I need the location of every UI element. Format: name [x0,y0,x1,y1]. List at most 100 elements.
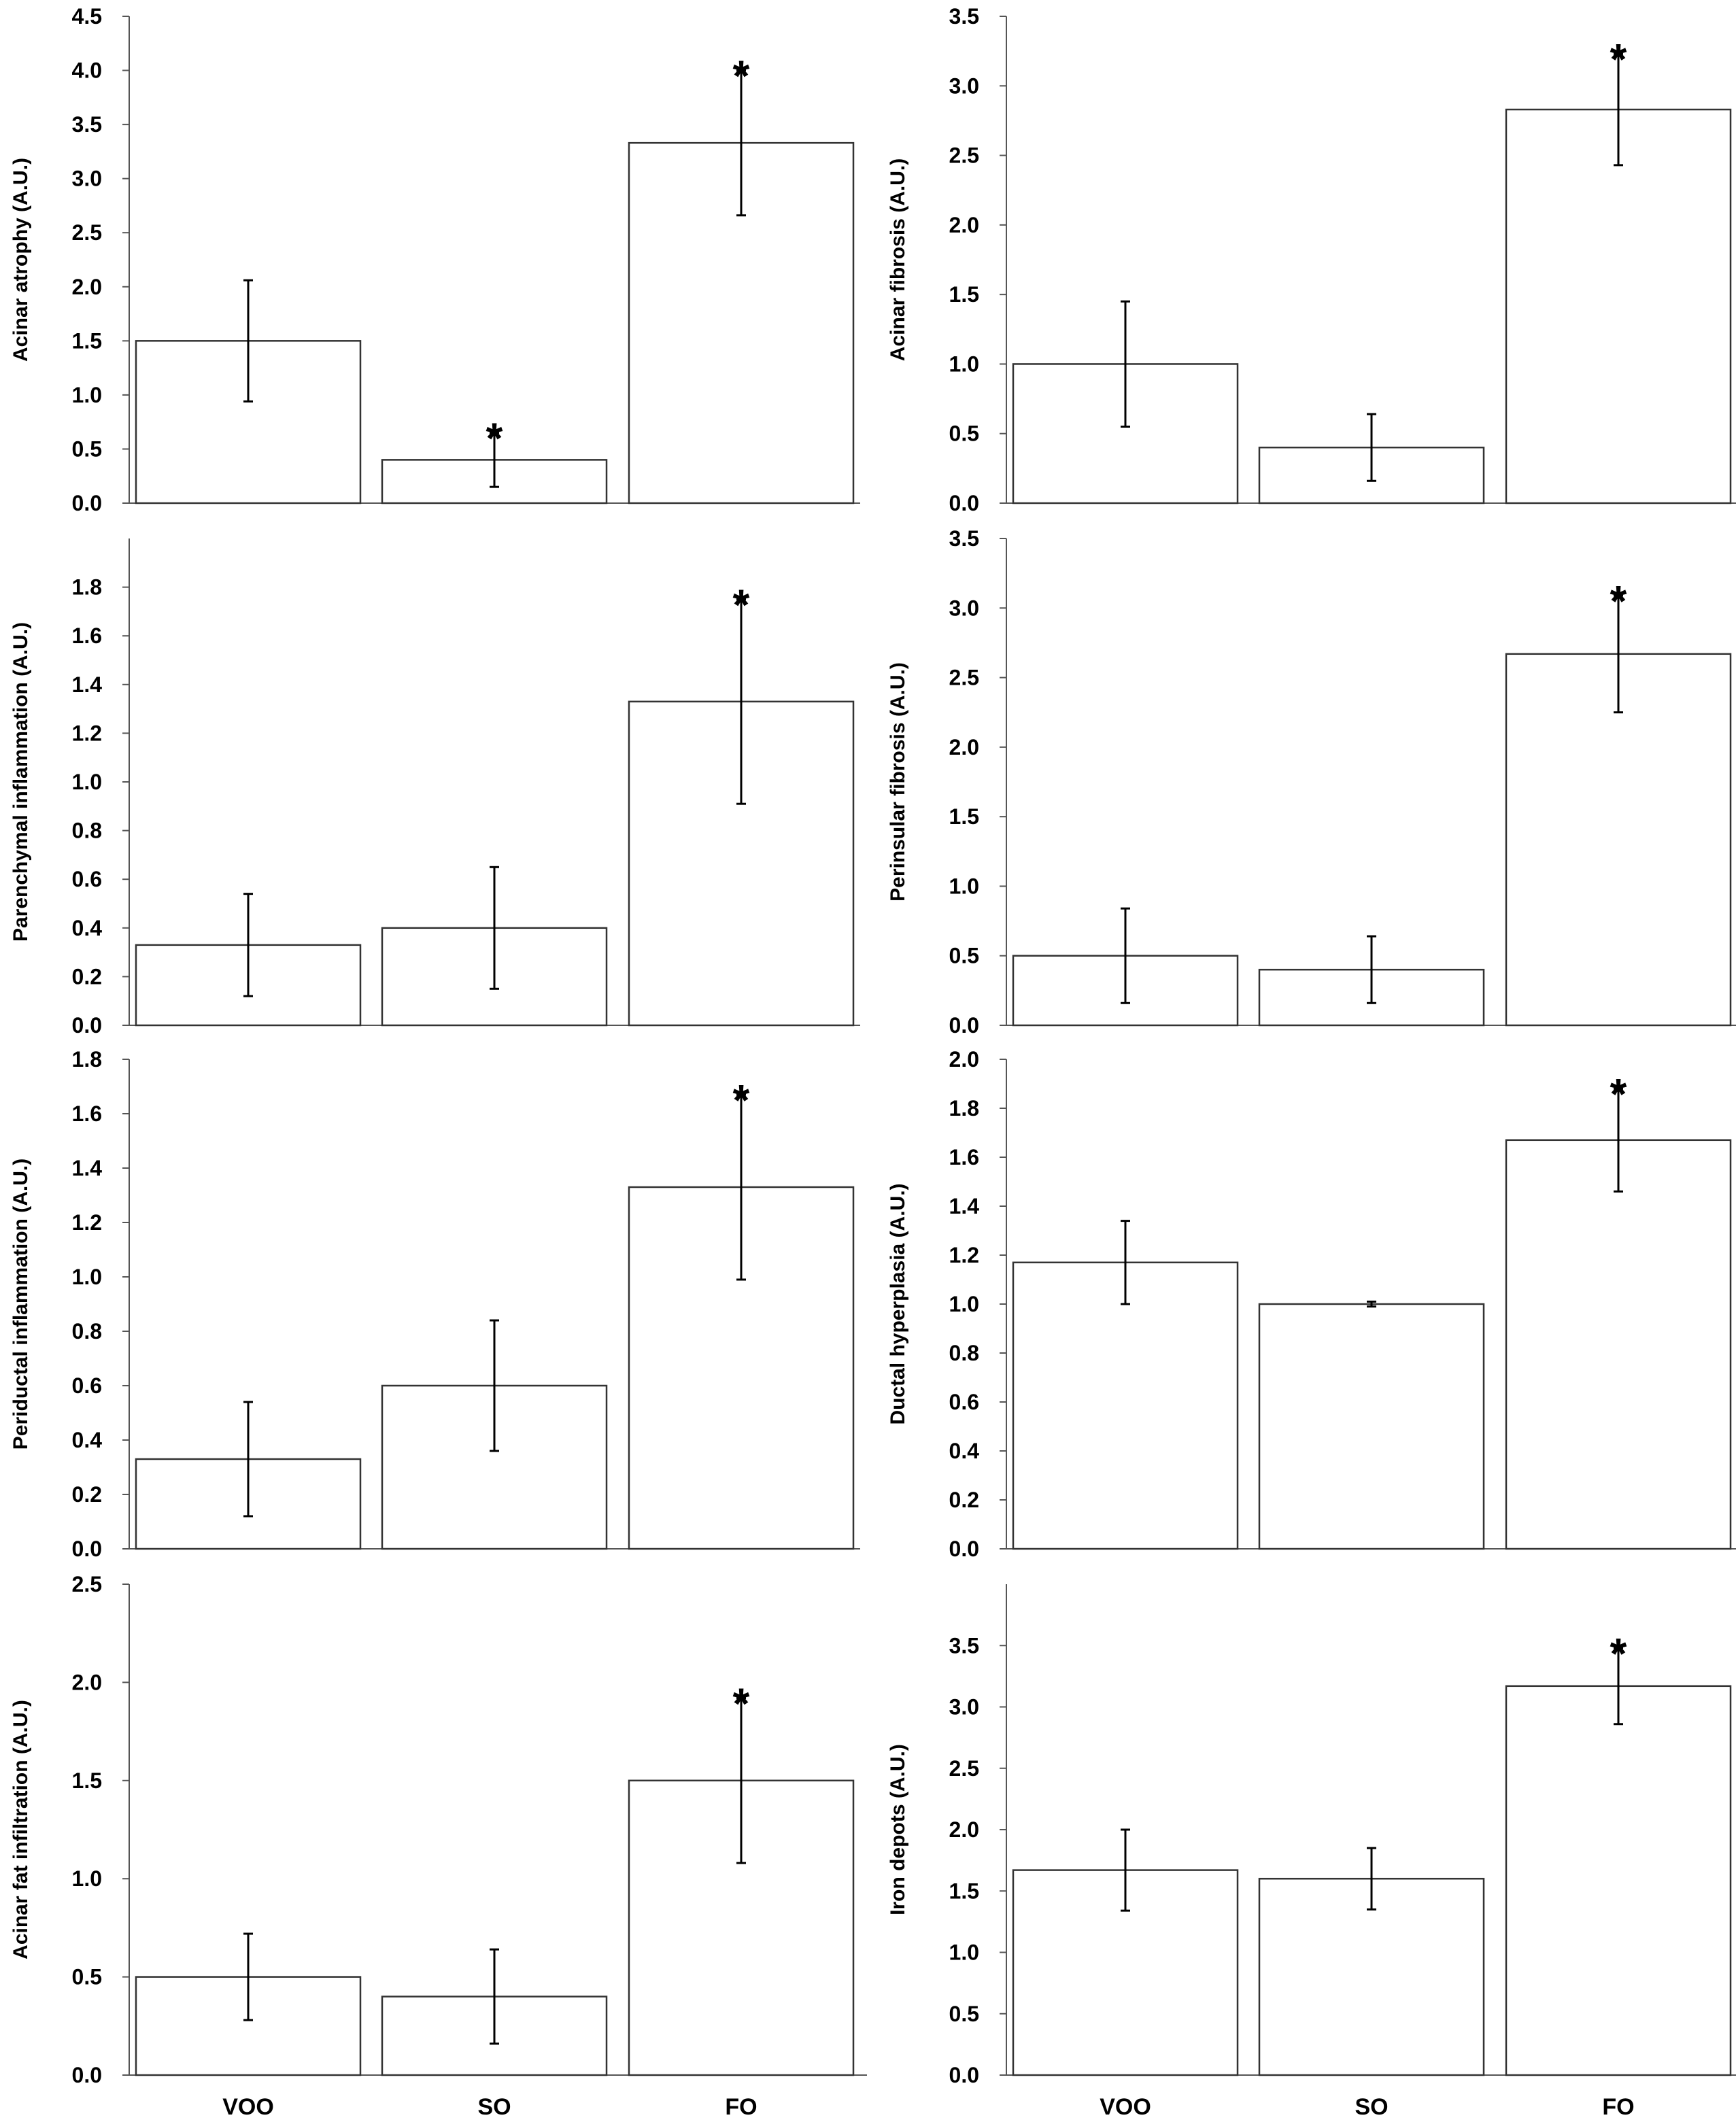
y-tick-label: 1.0 [949,874,979,898]
significance-star: * [486,414,503,463]
y-tick-label: 0.0 [949,2063,979,2087]
y-tick-label: 2.5 [949,143,979,168]
y-tick-label: 3.0 [72,167,102,191]
y-tick-label: 0.8 [72,819,102,843]
x-tick-label: FO [725,2094,757,2120]
y-tick-label: 1.5 [72,1768,102,1793]
chart-panel-1: 0.0 0.5 1.0 1.5 2.0 2.5 3.0 3.5 4.0 4.5 Acinar atr… [10,4,860,515]
bar-fo [1505,653,1732,1027]
y-tick-label: 1.8 [72,1047,102,1072]
y-axis-label: Perinsular fibrosis (A.U.) [887,662,909,902]
y-tick-label: 0.0 [949,1013,979,1038]
significance-star: * [733,52,750,101]
y-tick-label: 1.0 [72,770,102,794]
y-tick-label: 0.6 [72,867,102,891]
y-tick-label: 1.4 [72,1156,103,1180]
error-bar-voo [243,1401,253,1518]
y-tick-label: 0.2 [72,964,102,989]
y-tick-label: 3.5 [949,1633,979,1658]
y-tick-label: 1.0 [949,1940,979,1965]
y-tick-label: 1.5 [72,328,102,353]
y-tick-label: 1.0 [72,1265,102,1289]
x-tick-label: SO [477,2094,511,2120]
y-tick-label: 0.5 [949,422,979,446]
bar-fo [1505,1685,1732,2076]
error-bar-so [1367,935,1376,1004]
y-tick-label: 1.0 [949,1292,979,1316]
error-bar-fo [736,598,746,805]
error-bar-so [1367,1847,1376,1911]
y-tick-label: 3.5 [949,4,979,29]
y-axis-label: Acinar fibrosis (A.U.) [887,158,909,361]
y-tick-label: 1.6 [949,1145,979,1169]
y-axis-label: Periductal inflammation (A.U.) [10,1159,32,1450]
y-tick-label: 1.0 [72,1866,102,1891]
y-tick-label: 2.5 [72,1572,102,1596]
y-tick-label: 0.8 [949,1341,979,1365]
x-tick-label: VOO [1100,2094,1151,2120]
chart-panel-4: 0.0 0.5 1.0 1.5 2.0 2.5 3.0 3.5 Perinsular fibro… [887,526,1736,1038]
y-tick-label: 0.5 [72,1965,102,1989]
y-tick-label: 0.5 [949,944,979,968]
y-tick-label: 1.8 [72,575,102,600]
x-tick-label: SO [1355,2094,1388,2120]
chart-panel-7: 0.0 0.5 1.0 1.5 2.0 2.5 Acinar fat infiltratio… [10,1572,867,2120]
y-tick-label: 1.2 [72,721,102,745]
y-tick-label: 1.8 [949,1096,979,1120]
y-axis-label: Ductal hyperplasia (A.U.) [887,1183,909,1424]
error-bar-fo [736,69,746,217]
y-tick-label: 4.5 [72,4,102,29]
y-tick-label: 0.5 [949,2002,979,2026]
y-tick-label: 0.4 [72,1428,103,1452]
y-tick-label: 3.0 [949,73,979,98]
significance-star: * [733,581,750,630]
y-tick-label: 0.4 [72,916,103,940]
bar-so [1258,1303,1485,1550]
y-tick-label: 3.0 [949,1695,979,1719]
y-tick-label: 0.0 [949,1537,979,1561]
y-tick-label: 0.2 [949,1488,979,1512]
error-bar-fo [1614,1647,1623,1726]
significance-star: * [1610,35,1627,84]
error-bar-voo [1121,1220,1130,1305]
bar-voo [1012,1261,1239,1550]
y-tick-label: 3.0 [949,596,979,620]
y-tick-label: 0.4 [949,1439,980,1463]
error-bar-voo [243,893,253,997]
error-bar-so [490,432,499,488]
error-bar-fo [1614,52,1623,167]
y-tick-label: 0.6 [949,1390,979,1414]
y-tick-label: 2.0 [949,1817,979,1842]
error-bar-fo [1614,1087,1623,1193]
y-tick-label: 2.0 [72,1670,102,1694]
significance-star: * [1610,1629,1627,1678]
x-tick-label: FO [1602,2094,1634,2120]
y-tick-label: 0.5 [72,437,102,461]
y-tick-label: 0.2 [72,1482,102,1507]
y-tick-label: 2.0 [949,1047,979,1072]
y-tick-label: 1.6 [72,623,102,648]
error-bar-fo [1614,594,1623,714]
significance-star: * [733,1076,750,1125]
error-bar-voo [243,1932,253,2021]
error-bar-fo [736,1093,746,1281]
error-bar-voo [1121,1828,1130,1912]
error-bar-so [490,866,499,990]
y-tick-label: 1.6 [72,1101,102,1126]
y-tick-label: 1.0 [72,383,102,407]
significance-star: * [1610,577,1627,626]
y-tick-label: 3.5 [72,112,102,137]
y-tick-label: 0.0 [72,1537,102,1561]
error-bar-voo [243,279,253,403]
y-tick-label: 1.4 [949,1194,980,1218]
y-tick-label: 0.0 [72,1013,102,1038]
y-tick-label: 4.0 [72,58,102,83]
bar-fo [1505,108,1732,504]
y-tick-label: 0.0 [949,491,979,515]
significance-star: * [733,1679,750,1728]
error-bar-fo [736,1697,746,1864]
y-axis-label: Acinar fat infiltration (A.U.) [10,1700,32,1960]
x-tick-label: VOO [222,2094,274,2120]
chart-panel-3: 0.0 0.2 0.4 0.6 0.8 1.0 1.2 1.4 1.6 1.8 Parenchyma… [10,538,860,1038]
y-tick-label: 0.0 [72,491,102,515]
